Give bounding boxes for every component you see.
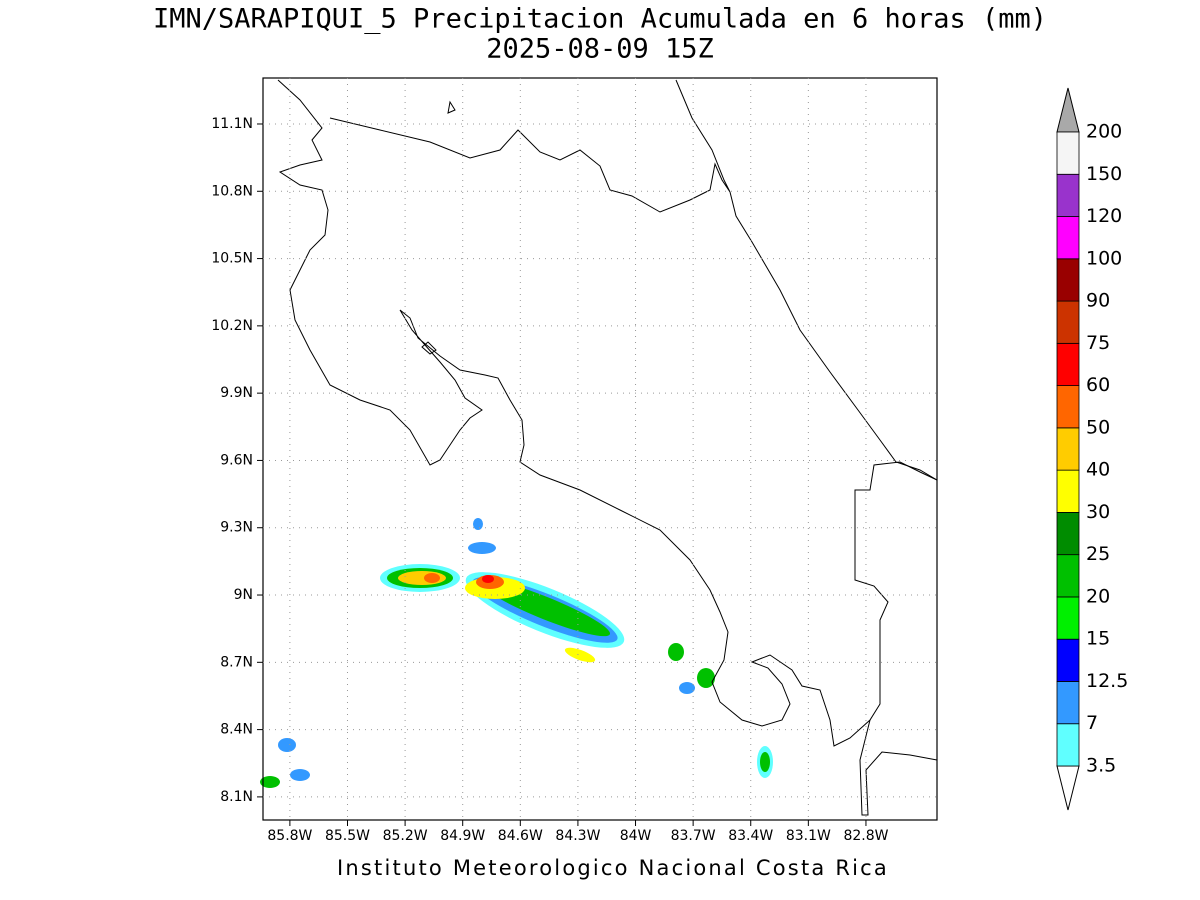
precipitation-field (260, 518, 773, 788)
colorbar-label: 7 (1086, 712, 1098, 734)
colorbar-segment (1056, 427, 1080, 471)
colorbar-segment (1056, 554, 1080, 598)
colorbar-segment (1056, 385, 1080, 429)
colorbar-label: 15 (1086, 628, 1110, 650)
colorbar-segment (1056, 723, 1080, 767)
y-tick-label: 8.4N (220, 722, 253, 738)
x-tick-label: 83.7W (671, 828, 716, 844)
colorbar-segment (1056, 596, 1080, 640)
title: IMN/SARAPIQUI_5 Precipitacion Acumulada … (153, 4, 1047, 35)
colorbar-label: 12.5 (1086, 670, 1128, 692)
x-tick-label: 84.9W (440, 828, 485, 844)
subtitle: 2025-08-09 15Z (486, 34, 714, 65)
colorbar-segment (1056, 300, 1080, 344)
x-tick-label: 85.8W (267, 828, 312, 844)
colorbar-label: 100 (1086, 247, 1122, 269)
coastlines (277, 79, 938, 816)
colorbar-segment (1056, 173, 1080, 217)
colorbar-under (1056, 765, 1080, 811)
colorbar-label: 40 (1086, 459, 1110, 481)
colorbar-label: 90 (1086, 290, 1110, 312)
colorbar-segment (1056, 681, 1080, 725)
colorbar-segment (1056, 469, 1080, 513)
y-tick-label: 10.5N (211, 251, 253, 267)
y-tick-label: 8.1N (220, 789, 253, 805)
colorbar-label: 50 (1086, 416, 1110, 438)
x-tick-label: 84.6W (498, 828, 543, 844)
x-tick-label: 84.3W (555, 828, 600, 844)
colorbar-label: 25 (1086, 543, 1110, 565)
colorbar-label: 150 (1086, 163, 1122, 185)
colorbar-segment (1056, 131, 1080, 175)
y-tick-label: 10.2N (211, 318, 253, 334)
x-tick-label: 83.1W (786, 828, 831, 844)
x-tick-label: 85.5W (325, 828, 370, 844)
x-tick-label: 83.4W (728, 828, 773, 844)
y-tick-label: 9.6N (220, 452, 253, 468)
colorbar-label: 30 (1086, 501, 1110, 523)
colorbar-segment (1056, 258, 1080, 302)
map-frame (262, 77, 938, 821)
colorbar-label: 120 (1086, 205, 1122, 227)
colorbar-over (1056, 87, 1080, 133)
x-tick-label: 85.2W (383, 828, 428, 844)
x-tick-label: 84W (620, 828, 652, 844)
y-tick-label: 10.8N (211, 183, 253, 199)
colorbar-segment (1056, 216, 1080, 260)
colorbar-segment (1056, 638, 1080, 682)
colorbar-segment (1056, 342, 1080, 387)
colorbar-label: 3.5 (1086, 755, 1116, 777)
colorbar-label: 60 (1086, 374, 1110, 396)
y-tick-label: 11.1N (211, 116, 253, 132)
footer: Instituto Meteorologico Nacional Costa R… (337, 856, 889, 880)
y-tick-label: 9.3N (220, 520, 253, 536)
colorbar-label: 20 (1086, 585, 1110, 607)
colorbar-segment (1056, 512, 1080, 556)
y-tick-label: 9N (234, 587, 253, 603)
x-tick-label: 82.8W (843, 828, 888, 844)
colorbar-label: 200 (1086, 121, 1122, 143)
y-tick-label: 8.7N (220, 654, 253, 670)
y-tick-label: 9.9N (220, 385, 253, 401)
colorbar-label: 75 (1086, 332, 1110, 354)
